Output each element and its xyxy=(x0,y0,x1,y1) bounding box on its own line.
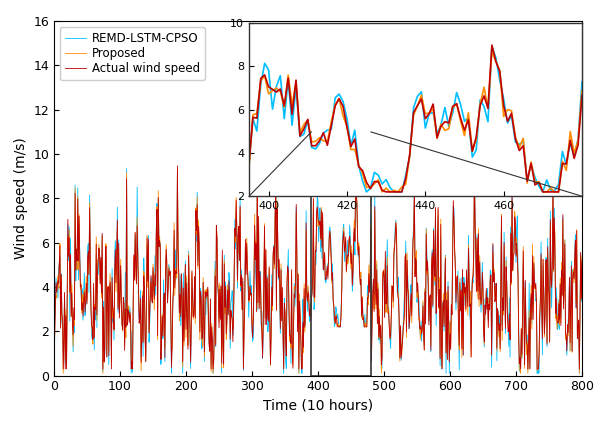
REMD-LSTM-CPSO xyxy=(122,270,129,275)
REMD-LSTM-CPSO xyxy=(574,335,581,341)
REMD-LSTM-CPSO xyxy=(292,288,299,293)
Y-axis label: Wind speed (m/s): Wind speed (m/s) xyxy=(14,138,28,259)
REMD-LSTM-CPSO xyxy=(129,370,136,375)
Proposed xyxy=(50,362,58,367)
Actual wind speed xyxy=(174,163,181,168)
Line: Proposed: Proposed xyxy=(54,162,582,373)
Proposed xyxy=(574,330,581,335)
Actual wind speed xyxy=(574,336,581,341)
REMD-LSTM-CPSO xyxy=(50,352,58,357)
REMD-LSTM-CPSO xyxy=(386,322,393,327)
Actual wind speed xyxy=(292,295,299,300)
Bar xyxy=(311,132,371,376)
Proposed xyxy=(292,283,299,288)
Proposed xyxy=(122,335,130,340)
X-axis label: Time (10 hours): Time (10 hours) xyxy=(263,399,373,413)
REMD-LSTM-CPSO xyxy=(578,260,586,265)
Proposed xyxy=(190,310,197,315)
REMD-LSTM-CPSO xyxy=(191,274,198,279)
Line: Actual wind speed: Actual wind speed xyxy=(54,166,582,369)
Proposed xyxy=(386,323,393,328)
Proposed xyxy=(59,371,67,376)
Actual wind speed xyxy=(128,366,135,371)
Actual wind speed xyxy=(122,306,129,311)
Actual wind speed xyxy=(50,366,58,371)
Proposed xyxy=(254,159,261,164)
REMD-LSTM-CPSO xyxy=(123,166,130,171)
REMD-LSTM-CPSO xyxy=(128,371,135,376)
Actual wind speed xyxy=(190,313,197,318)
Actual wind speed xyxy=(578,258,586,263)
Line: REMD-LSTM-CPSO: REMD-LSTM-CPSO xyxy=(54,169,582,373)
Proposed xyxy=(128,361,136,366)
Actual wind speed xyxy=(385,312,392,317)
Proposed xyxy=(578,255,586,260)
Legend: REMD-LSTM-CPSO, Proposed, Actual wind speed: REMD-LSTM-CPSO, Proposed, Actual wind sp… xyxy=(60,27,205,80)
